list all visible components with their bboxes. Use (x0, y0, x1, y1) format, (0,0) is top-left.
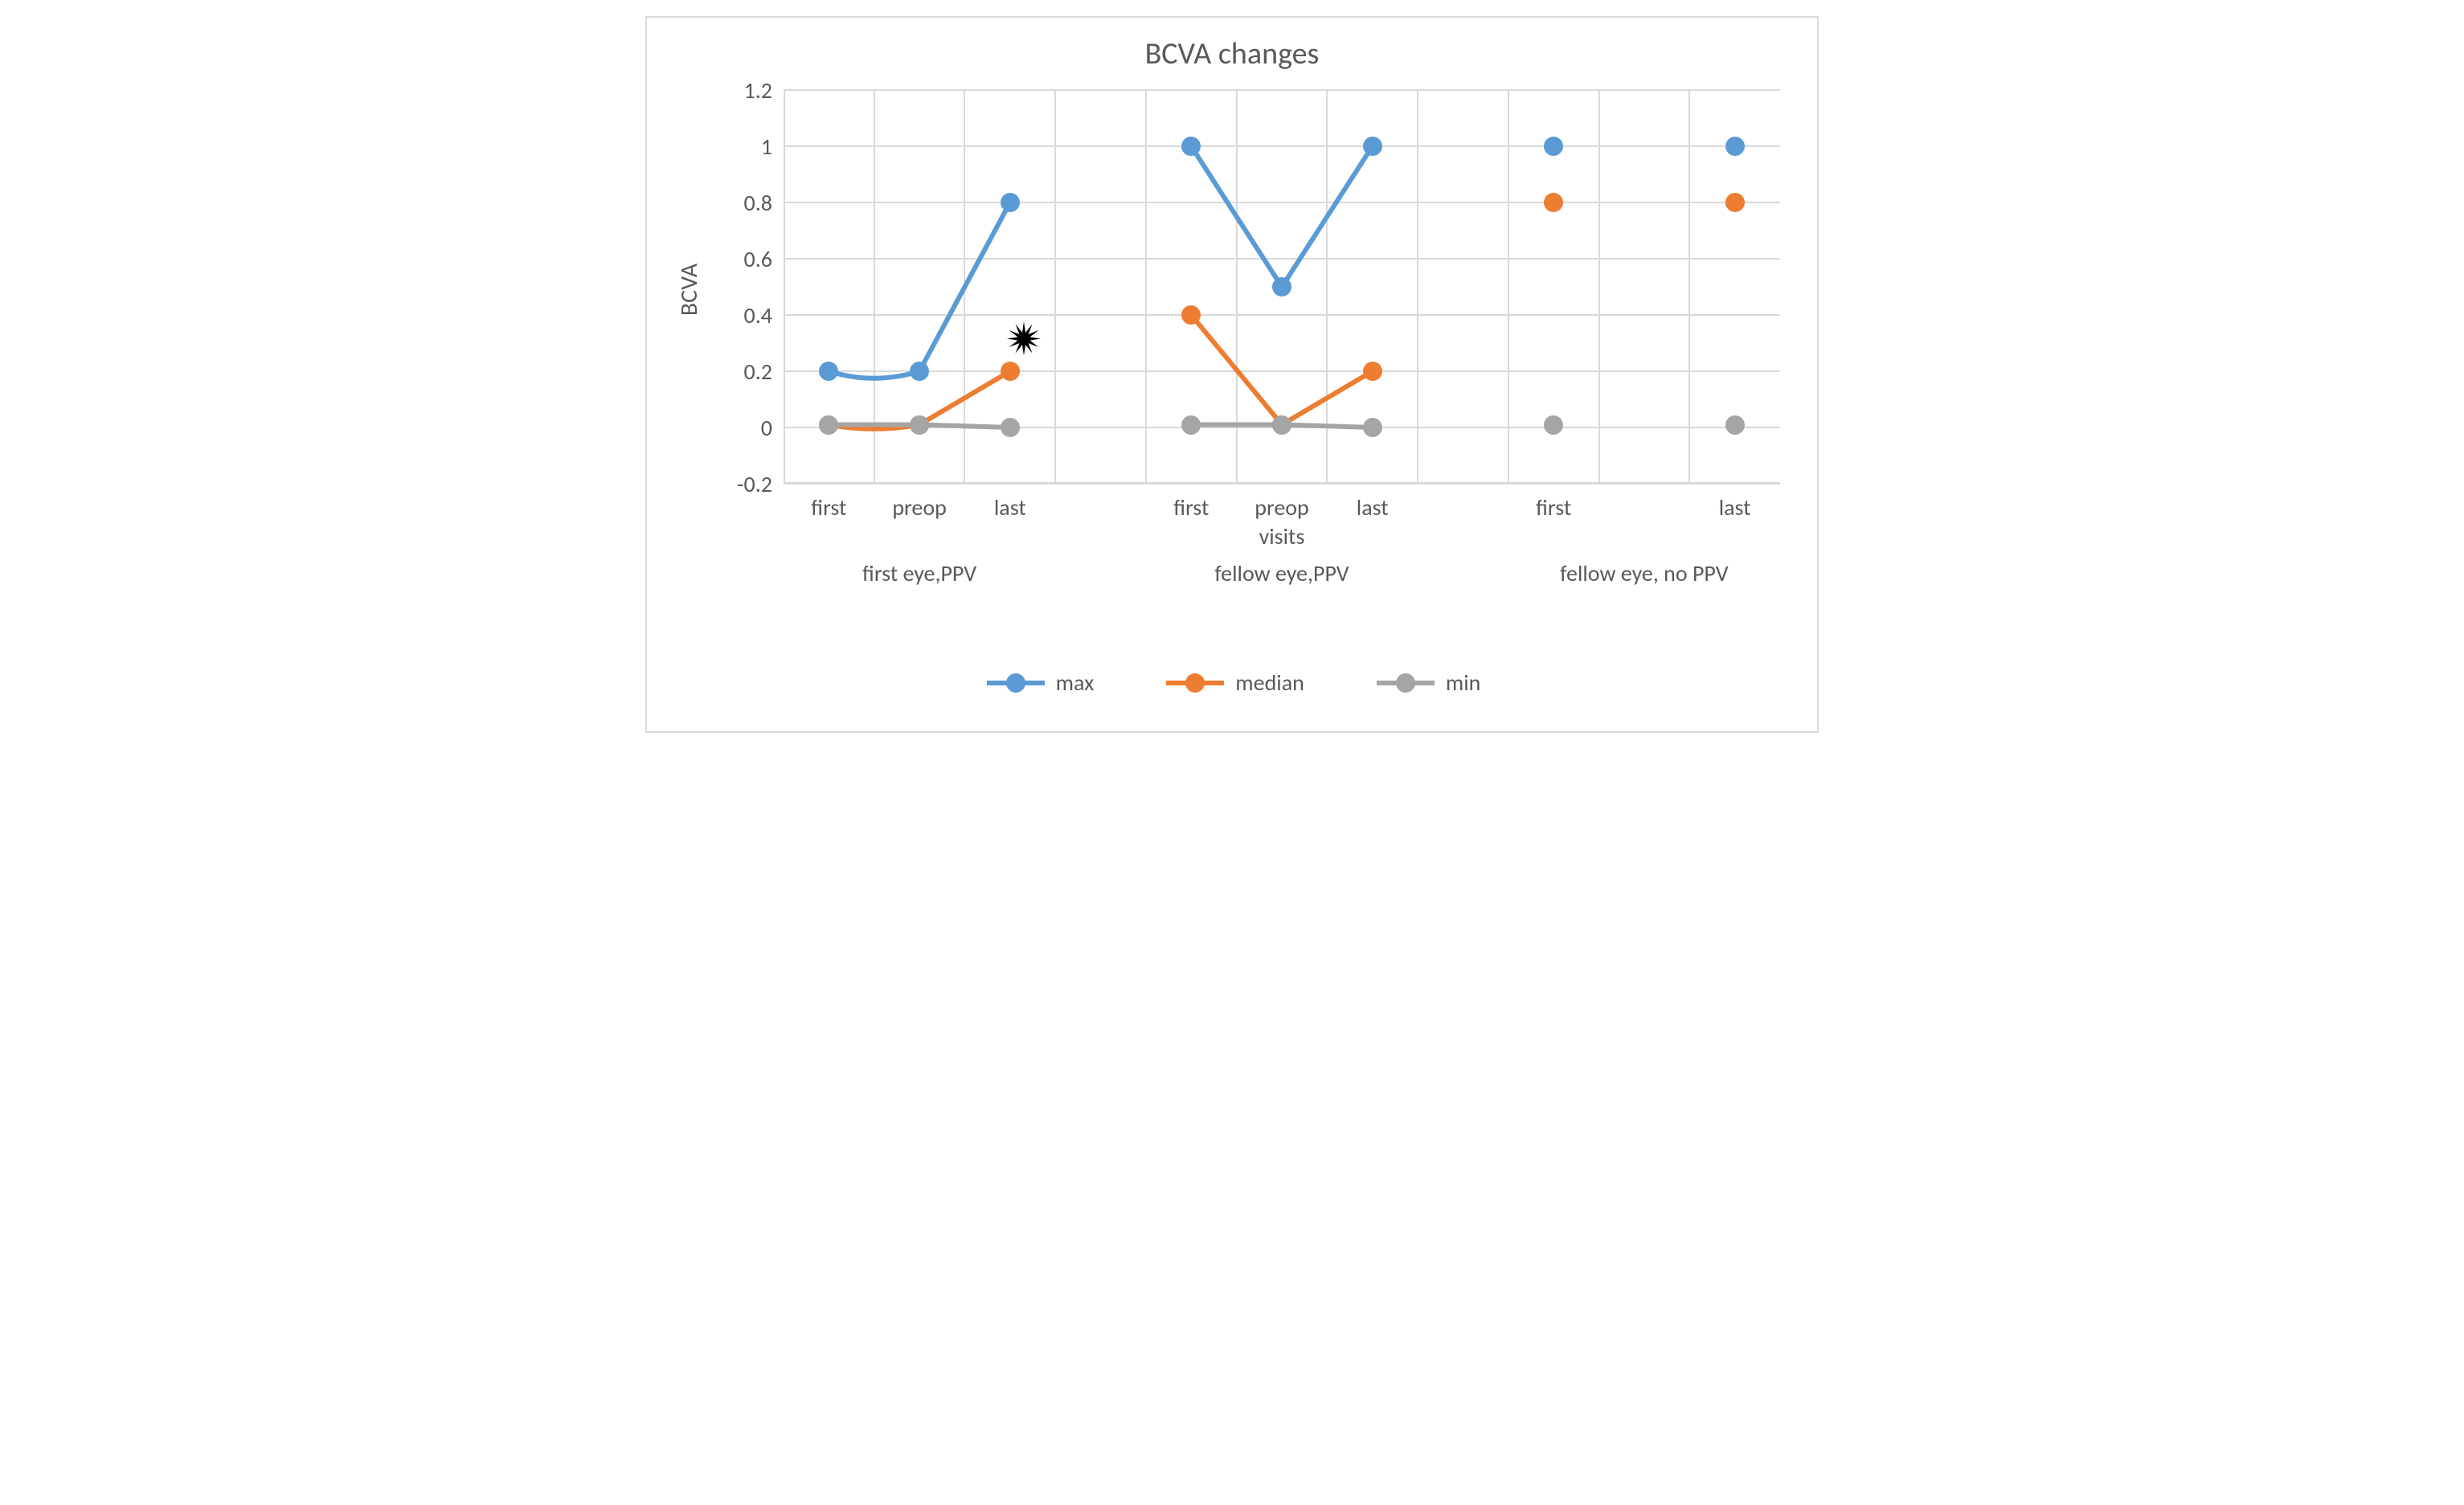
marker-min (1001, 418, 1020, 437)
chart-frame: BCVA changes BCVA visits max median min -0… (645, 16, 1819, 733)
gridline-x (1508, 90, 1509, 484)
marker-min (1363, 418, 1382, 437)
marker-median (1181, 305, 1201, 325)
legend-swatch-marker (1185, 673, 1205, 693)
y-tick-label: 0.6 (744, 245, 772, 273)
x-category-label: last (994, 493, 1026, 521)
gridline-y (784, 314, 1780, 316)
x-category-label: first (811, 493, 846, 521)
marker-median (1544, 193, 1563, 212)
gridline-x (1417, 90, 1418, 484)
y-tick-label: 0.8 (744, 189, 772, 217)
marker-median (1001, 362, 1020, 381)
gridline-x (1688, 90, 1690, 484)
y-axis-title: BCVA (674, 264, 704, 316)
legend-swatch-marker (1006, 673, 1025, 693)
marker-max (819, 362, 838, 381)
marker-min (1272, 415, 1291, 435)
gridline-x (1326, 90, 1328, 484)
gridline-x (1145, 90, 1147, 484)
x-group-label: fellow eye,PPV (1214, 559, 1349, 587)
x-group-label: first eye,PPV (862, 559, 976, 587)
marker-median (1725, 193, 1745, 212)
marker-min (1725, 415, 1745, 435)
legend-label: max (1056, 669, 1095, 697)
marker-min (1181, 415, 1201, 435)
marker-min (819, 415, 838, 435)
gridline-y (784, 370, 1780, 372)
series-line-max (1191, 146, 1372, 287)
y-tick-label: 1.2 (744, 76, 772, 104)
y-tick-label: 0 (761, 414, 772, 442)
gridline-x (1598, 90, 1600, 484)
legend-item-min: min (1377, 669, 1481, 697)
gridline-y (784, 202, 1780, 203)
x-group-label: fellow eye, no PPV (1560, 559, 1728, 587)
x-category-label: last (1357, 493, 1389, 521)
y-tick-label: 1 (761, 133, 772, 161)
legend-swatch-marker (1396, 673, 1415, 693)
series-line-max (829, 202, 1009, 378)
x-category-label: first (1536, 493, 1571, 521)
y-tick-label: -0.2 (737, 470, 772, 498)
marker-max (1544, 137, 1563, 156)
chart-title: BCVA changes (647, 35, 1817, 72)
marker-max (1363, 137, 1382, 156)
marker-min (1544, 415, 1563, 435)
x-axis-title: visits (1259, 522, 1305, 550)
x-category-label: last (1719, 493, 1751, 521)
legend-item-median: median (1166, 669, 1304, 697)
gridline-x (964, 90, 965, 484)
marker-max (1272, 277, 1291, 297)
gridline-y (784, 483, 1780, 485)
x-category-label: preop (1255, 493, 1309, 521)
annotation-star-icon (1006, 321, 1042, 360)
marker-max (910, 362, 929, 381)
x-category-label: preop (892, 493, 947, 521)
plot-area (784, 90, 1780, 484)
legend-item-max: max (987, 669, 1095, 697)
gridline-x (874, 90, 875, 484)
gridline-y (784, 145, 1780, 147)
gridline-x (1054, 90, 1056, 484)
gridline-y (784, 89, 1780, 91)
y-tick-label: 0.2 (744, 358, 772, 386)
marker-median (1363, 362, 1382, 381)
marker-min (910, 415, 929, 435)
marker-max (1181, 137, 1201, 156)
legend-label: median (1235, 669, 1304, 697)
gridline-y (784, 258, 1780, 260)
marker-max (1001, 193, 1020, 212)
legend-label: min (1446, 669, 1481, 697)
legend: max median min (647, 669, 1820, 697)
gridline-x (1236, 90, 1238, 484)
y-tick-label: 0.4 (744, 301, 772, 329)
x-category-label: first (1173, 493, 1209, 521)
marker-max (1725, 137, 1745, 156)
